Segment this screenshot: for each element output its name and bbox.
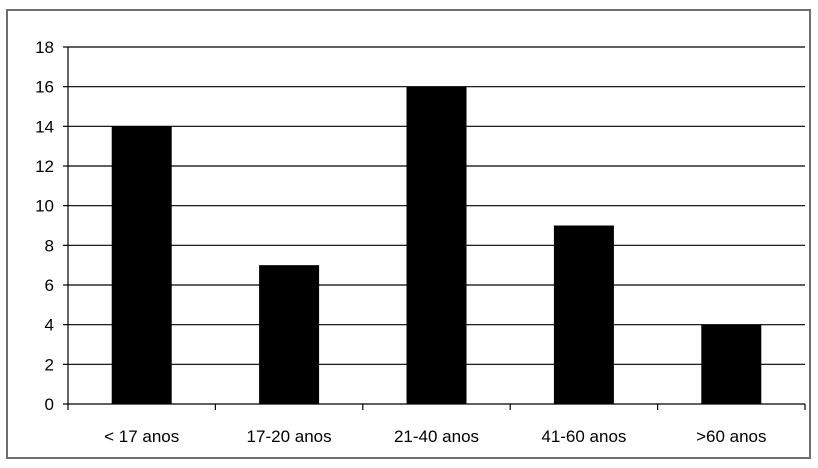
bar-4 — [553, 225, 614, 404]
x-axis-tick-labels: < 17 anos 17-20 anos 21-40 anos 41-60 anos >… — [104, 427, 766, 446]
y-tick-label-12: 12 — [35, 157, 54, 176]
axes-layer — [63, 46, 806, 410]
x-tick-label-3: 21-40 anos — [394, 427, 479, 446]
bars-layer — [111, 86, 762, 405]
y-axis-tick-labels: 0 2 4 6 8 10 12 14 16 18 — [35, 38, 54, 414]
y-tick-label-0: 0 — [45, 395, 54, 414]
y-tick-label-8: 8 — [45, 236, 54, 255]
y-tick-label-2: 2 — [45, 355, 54, 374]
bar-3 — [406, 86, 467, 405]
x-tick-label-4: 41-60 anos — [541, 427, 626, 446]
x-tick-label-5: >60 anos — [696, 427, 766, 446]
x-tick-label-2: 17-20 anos — [247, 427, 332, 446]
y-tick-label-6: 6 — [45, 276, 54, 295]
y-tick-label-18: 18 — [35, 38, 54, 57]
y-tick-label-4: 4 — [45, 316, 54, 335]
bar-5 — [701, 324, 762, 404]
y-tick-label-16: 16 — [35, 78, 54, 97]
y-tick-label-10: 10 — [35, 197, 54, 216]
bar-2 — [259, 265, 320, 404]
y-tick-label-14: 14 — [35, 117, 54, 136]
bar-1 — [111, 126, 172, 404]
x-tick-label-1: < 17 anos — [104, 427, 179, 446]
